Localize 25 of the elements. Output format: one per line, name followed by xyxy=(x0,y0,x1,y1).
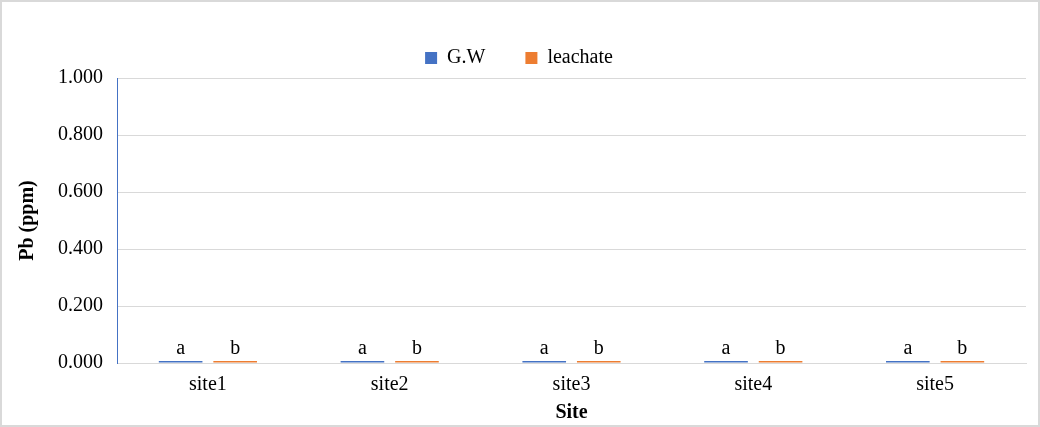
data-label: b xyxy=(775,336,786,359)
data-label: a xyxy=(903,336,913,359)
data-label: a xyxy=(176,336,186,359)
legend-label: leachate xyxy=(547,45,614,68)
y-tick-label: 0.600 xyxy=(58,179,103,202)
y-axis-title: Pb (ppm) xyxy=(15,180,39,261)
y-tick-label: 1.000 xyxy=(58,65,103,88)
x-axis-title: Site xyxy=(555,400,588,423)
legend-label: G.W xyxy=(447,45,486,68)
data-label: a xyxy=(357,336,367,359)
y-tick-label: 0.400 xyxy=(58,236,103,259)
data-label: a xyxy=(721,336,731,359)
x-tick-label: site5 xyxy=(916,372,954,395)
data-label: b xyxy=(230,336,241,359)
data-label: b xyxy=(957,336,968,359)
x-tick-label: site3 xyxy=(552,372,591,395)
y-tick-label: 0.200 xyxy=(58,293,103,316)
x-tick-label: site4 xyxy=(734,372,773,395)
data-label: b xyxy=(593,336,604,359)
y-tick-label: 0.800 xyxy=(58,122,103,145)
data-label: a xyxy=(539,336,549,359)
x-tick-label: site2 xyxy=(370,372,409,395)
x-tick-label: site1 xyxy=(189,372,227,395)
data-label: b xyxy=(411,336,422,359)
y-tick-label: 0.000 xyxy=(58,350,103,373)
